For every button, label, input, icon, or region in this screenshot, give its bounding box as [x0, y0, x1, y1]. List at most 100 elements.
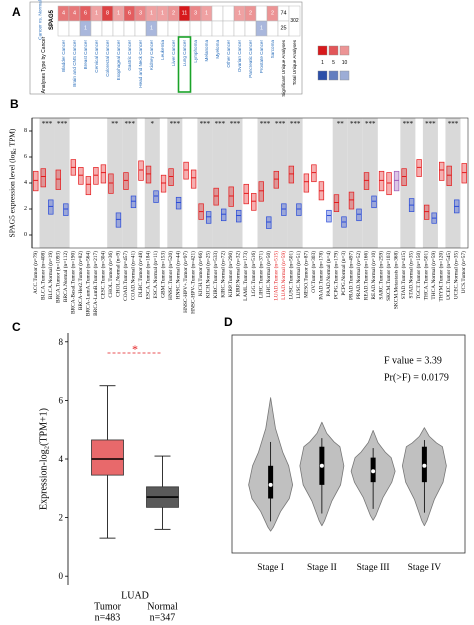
heat-cell	[178, 20, 191, 37]
box	[281, 203, 287, 216]
cancer-label: Pancreatic Cancer	[248, 40, 253, 78]
y-tick-label: 8	[59, 337, 64, 347]
x-tick-label: PAAD.Normal (n=4)	[325, 251, 332, 297]
box	[183, 161, 189, 180]
cancer-label: Leukemia	[160, 40, 165, 60]
x-tick-label: MESO.Tumor (n=87)	[302, 251, 309, 298]
box	[251, 193, 257, 211]
cell-value: 25	[280, 26, 286, 32]
heat-cell	[211, 20, 224, 37]
x-tick-label: PCPG.Normal (n=3)	[340, 251, 347, 296]
x-tick-label: LUAD.Normal (n=59)	[280, 251, 287, 300]
box	[356, 208, 362, 222]
x-axis-label: LUAD	[121, 591, 149, 602]
x-tick-label: HNSC.Normal (n=44)	[175, 251, 182, 299]
x-tick-label: Stage II	[307, 563, 337, 573]
cell-value: 8	[106, 11, 109, 17]
heat-cell	[222, 5, 235, 22]
x-tick-label: KIRC.Tumor (n=533)	[212, 251, 219, 299]
box	[258, 181, 264, 202]
box	[386, 172, 392, 196]
pair-shade	[445, 118, 461, 248]
x-tick-label: PRAD.Tumor (n=497)	[347, 251, 354, 300]
x-tick-label: BRCA-LumB.Tumor (n=217)	[92, 251, 99, 316]
x-tick-label: Stage IV	[408, 563, 442, 573]
heat-cell	[167, 20, 180, 37]
box	[160, 174, 167, 193]
cancer-label: Lymphoma	[193, 40, 198, 63]
cancer-label: Brain and CNS Cancer	[72, 40, 77, 87]
box	[123, 172, 129, 190]
x-tick-label: ESCA.Tumor (n=184)	[145, 251, 152, 300]
x-tick-label: Tumor	[94, 602, 122, 613]
box	[108, 173, 114, 194]
box	[153, 190, 159, 203]
x-tick-label: PCPG.Tumor (n=179)	[332, 251, 339, 299]
significance: ***	[365, 120, 376, 128]
cell-value: 6	[128, 11, 131, 17]
pair-shade	[107, 118, 123, 248]
y-axis-label: SPAG5 expression level (log₂ TPM)	[8, 128, 17, 237]
heat-cell	[266, 20, 279, 37]
box	[130, 195, 137, 209]
box	[138, 160, 144, 181]
box	[266, 216, 272, 229]
x-tick-label: DLBC.Tumor (n=48)	[137, 251, 144, 297]
x-tick-label: KIRP.Normal (n=32)	[235, 251, 242, 297]
box	[311, 164, 317, 183]
x-tick-label: COAD.Normal (n=41)	[129, 251, 136, 300]
box	[401, 168, 407, 186]
x-tick-label: COAD.Tumor (n=457)	[122, 251, 129, 301]
x-tick-label: BLCA.Normal (n=19)	[47, 251, 54, 299]
cell-value: 74	[280, 11, 286, 17]
significance: ***	[448, 120, 459, 128]
x-tick-label: ESCA.Normal (n=11)	[152, 251, 159, 299]
significance: ***	[200, 120, 211, 128]
box	[145, 165, 152, 184]
pair-shade	[167, 118, 183, 248]
box	[371, 195, 377, 209]
y-axis-label: Expression-log₂(TPM+1)	[39, 408, 50, 510]
panel-label: B	[10, 97, 19, 111]
cancer-label: Colorectal Cancer	[105, 40, 110, 77]
box	[190, 169, 197, 189]
pair-shade	[257, 118, 273, 248]
legend-rank: 1	[321, 60, 324, 66]
heat-cell	[244, 20, 257, 37]
median	[371, 469, 376, 474]
highlight	[177, 36, 192, 93]
x-tick-label: THCA.Normal (n=59)	[430, 251, 437, 300]
box	[348, 191, 355, 210]
heat-cell	[123, 20, 136, 37]
x-tick-label: READ.Normal (n=10)	[370, 251, 377, 300]
x-tick-label: UCEC.Normal (n=35)	[453, 251, 460, 299]
box	[33, 170, 39, 192]
heat-cell	[255, 5, 268, 22]
legend-up	[339, 45, 350, 56]
box	[296, 203, 302, 216]
significance: ***	[57, 120, 68, 128]
cancer-label: Cervical Cancer	[94, 40, 99, 73]
box	[461, 163, 467, 184]
cell-value: 1	[260, 26, 263, 32]
x-tick-label: BRCA-Her2.Tumor (n=82)	[77, 251, 84, 310]
x-tick-label: ACC.Tumor (n=79)	[32, 251, 39, 294]
cell-value: 4	[62, 11, 65, 17]
total-value: 302	[290, 18, 299, 24]
axis-label: Analyses Type by Cancer	[41, 36, 47, 93]
panel-label: A	[12, 5, 21, 19]
median	[268, 482, 273, 487]
cell-value: 1	[117, 11, 120, 17]
heat-cell	[233, 20, 246, 37]
box	[55, 169, 61, 190]
x-tick-label: LUAD.Tumor (n=515)	[272, 251, 279, 301]
x-tick-label: BRCA-Basal.Tumor (n=190)	[69, 251, 76, 314]
box	[205, 211, 212, 224]
heat-cell	[200, 20, 213, 37]
cell-value: 1	[205, 11, 208, 17]
box	[40, 168, 46, 188]
significance: ***	[124, 120, 135, 128]
pair-shade	[422, 118, 438, 248]
